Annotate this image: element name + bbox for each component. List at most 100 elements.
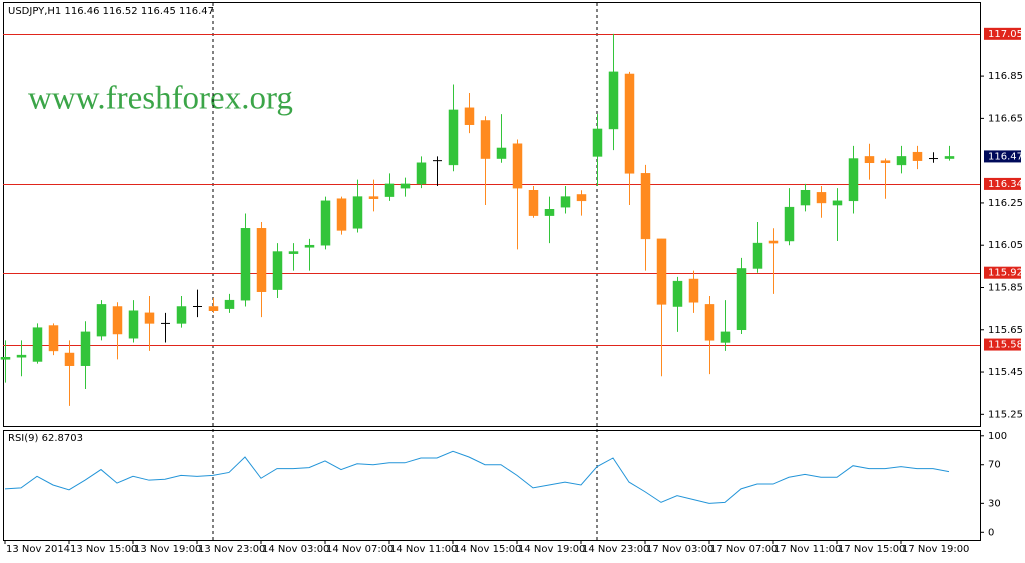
candle-body	[272, 251, 283, 290]
level-price-box	[984, 338, 1021, 351]
candle-body	[448, 109, 459, 166]
candle-body	[720, 331, 731, 343]
candle-body	[400, 183, 411, 189]
candle-body	[736, 268, 747, 331]
level-price-box	[984, 27, 1021, 40]
rsi-panel-frame	[3, 430, 981, 541]
candle-body	[544, 209, 555, 216]
y-tick-label: 0	[988, 527, 994, 538]
y-tick-label: 30	[988, 498, 1001, 509]
x-tick-label: 14 Nov 23:00	[582, 544, 649, 555]
x-tick-label: 17 Nov 03:00	[646, 544, 713, 555]
rsi-line	[4, 450, 950, 504]
x-tick-label: 13 Nov 15:00	[70, 544, 137, 555]
candle-body	[560, 196, 571, 208]
candle-body	[656, 238, 667, 305]
level-price-box	[984, 266, 1021, 279]
candle-body	[208, 306, 219, 311]
candle-body	[592, 128, 603, 157]
x-tick-label: 13 Nov 19:00	[134, 544, 201, 555]
candle-body	[496, 147, 507, 159]
candle-body	[336, 198, 347, 231]
candle-body	[848, 158, 859, 202]
candle-body	[864, 156, 875, 164]
candle-body	[416, 162, 427, 185]
price-panel-frame	[3, 2, 981, 427]
y-tick-label: 115.65	[988, 325, 1023, 336]
x-tick-label: 17 Nov 07:00	[710, 544, 777, 555]
candle-body	[672, 280, 683, 307]
candle-body	[624, 73, 635, 174]
y-tick-label: 116.25	[988, 198, 1023, 209]
x-tick-label: 13 Nov 2014	[6, 544, 70, 555]
candle-body	[784, 206, 795, 242]
candle-body	[576, 194, 587, 202]
candle-body	[896, 156, 907, 166]
candle-body	[240, 228, 251, 301]
candle-body	[528, 189, 539, 216]
y-tick-label: 70	[988, 460, 1001, 471]
candle-body	[368, 196, 379, 199]
x-tick-label: 14 Nov 07:00	[326, 544, 393, 555]
level-price-label: 116.34	[988, 179, 1023, 190]
y-tick-label: 115.45	[988, 367, 1023, 378]
level-price-label: 115.92	[988, 268, 1023, 279]
candle-body	[224, 299, 235, 309]
candle-body	[464, 107, 475, 125]
candle-body	[816, 192, 827, 204]
candle-body	[512, 143, 523, 189]
candle-body	[304, 244, 315, 248]
y-tick-label: 115.25	[988, 409, 1023, 420]
level-price-label: 115.58	[988, 340, 1023, 351]
candle-body	[352, 196, 363, 229]
candle-body	[320, 200, 331, 246]
x-tick-label: 14 Nov 03:00	[262, 544, 329, 555]
candle-body	[128, 310, 139, 339]
candle-body	[112, 306, 123, 335]
current-price-box	[984, 150, 1021, 163]
candle-body	[752, 242, 763, 269]
y-tick-label: 116.85	[988, 71, 1023, 82]
candle-body	[384, 183, 395, 197]
candle-body	[256, 228, 267, 292]
candle-body	[96, 304, 107, 337]
candle-body	[16, 354, 27, 358]
x-tick-label: 17 Nov 15:00	[838, 544, 905, 555]
x-tick-label: 14 Nov 11:00	[390, 544, 457, 555]
candle-body	[48, 325, 59, 352]
candle-body	[80, 331, 91, 366]
candle-body	[832, 200, 843, 206]
candle-body	[800, 189, 811, 206]
chart-title: USDJPY,H1 116.46 116.52 116.45 116.47	[8, 6, 214, 17]
candle-body	[176, 306, 187, 324]
level-price-label: 117.05	[988, 29, 1023, 40]
candle-body	[912, 151, 923, 161]
x-tick-label: 14 Nov 19:00	[518, 544, 585, 555]
y-tick-label: 116.65	[988, 113, 1023, 124]
y-tick-label: 115.85	[988, 282, 1023, 293]
candle-body	[608, 71, 619, 130]
candle-body	[768, 240, 779, 244]
rsi-title: RSI(9) 62.8703	[8, 433, 83, 444]
candle-body	[0, 356, 11, 360]
watermark: www.freshforex.org	[28, 81, 293, 117]
candle-body	[288, 251, 299, 254]
candle-body	[480, 120, 491, 159]
level-price-box	[984, 177, 1021, 190]
candle-body	[688, 278, 699, 303]
x-tick-label: 17 Nov 19:00	[902, 544, 969, 555]
candle-body	[944, 156, 955, 159]
candle-body	[640, 173, 651, 240]
x-tick-label: 17 Nov 11:00	[774, 544, 841, 555]
x-tick-label: 13 Nov 23:00	[198, 544, 265, 555]
candle-body	[880, 160, 891, 164]
x-tick-label: 14 Nov 15:00	[454, 544, 521, 555]
candle-body	[32, 327, 43, 362]
y-tick-label: 116.05	[988, 240, 1023, 251]
candle-body	[64, 352, 75, 366]
current-price-label: 116.47	[988, 151, 1023, 162]
y-tick-label: 100	[988, 431, 1007, 442]
candle-body	[144, 312, 155, 324]
candle-body	[704, 304, 715, 341]
